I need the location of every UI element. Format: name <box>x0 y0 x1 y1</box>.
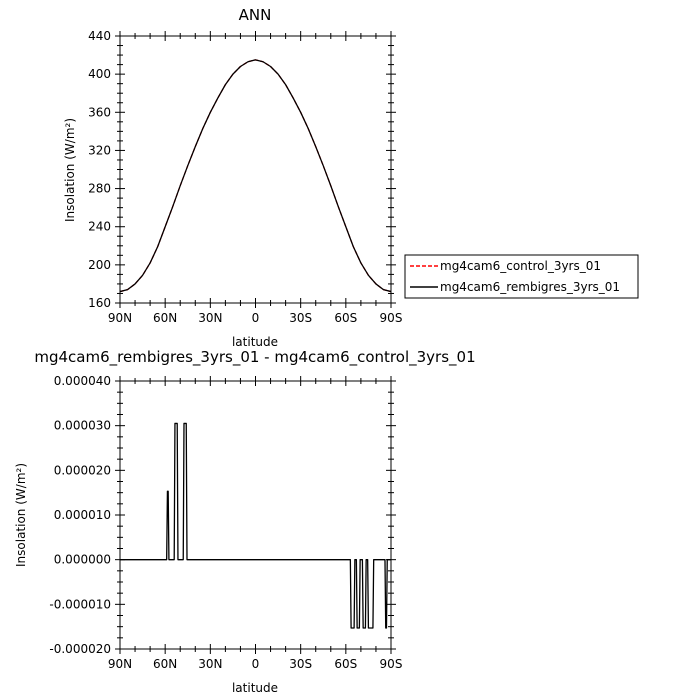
bottom-y-tick-label: 0.000040 <box>54 374 111 388</box>
bottom-x-tick-label: 0 <box>252 657 260 671</box>
bottom-panel: mg4cam6_rembigres_3yrs_01 - mg4cam6_cont… <box>14 348 476 695</box>
bottom-y-axis-label: Insolation (W/m²) <box>14 463 28 567</box>
bottom-series-layer <box>120 422 391 629</box>
bottom-y-tick-label: 0.000020 <box>54 463 111 477</box>
bottom-x-axis-label: latitude <box>232 681 278 695</box>
top-y-tick-label: 200 <box>88 258 111 272</box>
top-panel: ANN 90N 60N 30N 0 30S 60S 90S 160 200 240 280 320 36… <box>63 6 402 349</box>
bottom-axis-layer: 90N 60N 30N 0 30S 60S 90S -0.000020 -0.000010 0.0… <box>49 374 402 671</box>
top-x-tick-label: 30N <box>198 311 222 325</box>
top-y-axis-label: Insolation (W/m²) <box>63 118 77 222</box>
bottom-y-tick-label: 0.000030 <box>54 419 111 433</box>
bottom-y-tick-label: -0.000010 <box>49 597 111 611</box>
top-y-tick-label: 240 <box>88 220 111 234</box>
top-plot-frame <box>119 35 392 304</box>
bottom-x-tick-label: 60N <box>153 657 177 671</box>
bottom-x-tick-label: 30N <box>198 657 222 671</box>
top-panel-title: ANN <box>239 6 272 24</box>
top-x-tick-label: 60N <box>153 311 177 325</box>
top-series-mg4cam6-control-3yrs-01 <box>119 59 392 293</box>
top-y-tick-label: 440 <box>88 29 111 43</box>
top-x-tick-label: 0 <box>252 311 260 325</box>
legend-label-control: mg4cam6_control_3yrs_01 <box>440 259 601 273</box>
bottom-y-tick-label: 0.000010 <box>54 508 111 522</box>
top-x-tick-label: 60S <box>334 311 357 325</box>
top-y-tick-label: 160 <box>88 296 111 310</box>
top-y-tick-label: 280 <box>88 182 111 196</box>
bottom-x-tick-label: 90S <box>380 657 403 671</box>
top-x-tick-label: 90S <box>380 311 403 325</box>
top-y-tick-label: 320 <box>88 143 111 157</box>
bottom-y-tick-label: 0.000000 <box>54 553 111 567</box>
bottom-y-tick-label: -0.000020 <box>49 642 111 656</box>
bottom-x-tick-label: 30S <box>289 657 312 671</box>
top-y-tick-label: 360 <box>88 105 111 119</box>
bottom-x-tick-label: 60S <box>334 657 357 671</box>
top-x-tick-label: 30S <box>289 311 312 325</box>
bottom-plot-frame <box>119 380 392 650</box>
top-x-axis-label: latitude <box>232 335 278 349</box>
legend: mg4cam6_control_3yrs_01 mg4cam6_rembigre… <box>404 254 639 299</box>
legend-label-rembigres: mg4cam6_rembigres_3yrs_01 <box>440 280 620 294</box>
bottom-x-tick-label: 90N <box>108 657 132 671</box>
bottom-difference-line <box>120 422 391 629</box>
top-axis-layer: 90N 60N 30N 0 30S 60S 90S 160 200 240 280 320 360 400… <box>88 29 402 325</box>
top-x-tick-label: 90N <box>108 311 132 325</box>
legend-box <box>404 254 639 299</box>
top-y-tick-label: 400 <box>88 67 111 81</box>
bottom-panel-title: mg4cam6_rembigres_3yrs_01 - mg4cam6_cont… <box>34 348 475 367</box>
top-series-layer <box>119 59 392 293</box>
top-series-mg4cam6-rembigres-3yrs-01 <box>119 59 392 293</box>
